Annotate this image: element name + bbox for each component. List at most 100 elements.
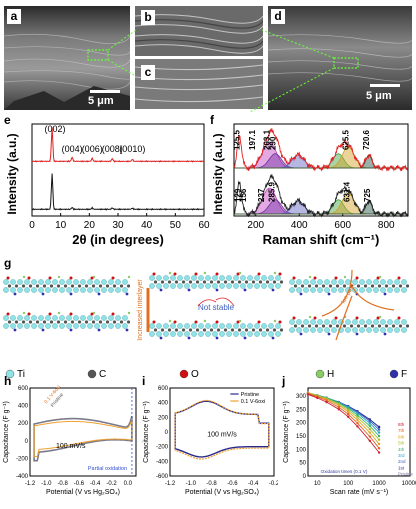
ti-atom	[10, 323, 16, 329]
c-atom	[202, 328, 207, 332]
f-atom	[41, 292, 45, 296]
ti-atom	[289, 287, 295, 293]
panel-label-h: h	[4, 374, 12, 388]
c-atom	[35, 320, 40, 324]
ti-atom	[24, 279, 30, 285]
rate-point	[337, 406, 341, 409]
ti-atom	[108, 323, 114, 329]
x-tick-label-h: -0.4	[90, 481, 101, 487]
ti-atom	[296, 319, 302, 325]
ti-atom	[184, 283, 190, 289]
y-tick-label-j: 0	[303, 474, 307, 480]
xrd-series-line	[31, 127, 204, 163]
rate-point	[368, 424, 371, 428]
raman-peak-label-top: 125.5	[233, 129, 242, 150]
ti-atom	[10, 279, 16, 285]
c-atom	[272, 280, 277, 284]
ti-atom	[261, 323, 267, 329]
c-atom	[77, 320, 82, 324]
x-tick-label-h: -0.6	[74, 481, 85, 487]
c-atom	[237, 328, 242, 332]
c-atom	[391, 284, 396, 288]
ti-atom	[394, 279, 400, 285]
ti-atom	[3, 323, 9, 329]
ti-atom	[10, 315, 16, 321]
rate-series-line	[307, 392, 380, 445]
c-atom	[105, 320, 110, 324]
c-atom	[84, 320, 89, 324]
c-atom	[356, 324, 361, 328]
ion-path-arrow	[351, 285, 395, 311]
c-atom	[126, 284, 131, 288]
ti-atom	[59, 315, 65, 321]
c-atom	[244, 280, 249, 284]
c-atom	[398, 324, 403, 328]
ti-atom	[233, 323, 239, 329]
c-atom	[160, 328, 165, 332]
c-atom	[405, 284, 410, 288]
ti-atom	[149, 275, 155, 281]
ti-atom	[275, 275, 281, 281]
ti-atom	[394, 327, 400, 333]
c-atom	[42, 284, 47, 288]
rate-series-line	[307, 393, 380, 449]
h-atom	[308, 275, 312, 279]
rate-point	[377, 428, 381, 431]
h-atom	[127, 275, 131, 279]
rate-series-label: 4th	[398, 447, 405, 452]
f-atom	[13, 328, 17, 332]
ti-atom	[366, 327, 372, 333]
ti-atom	[94, 279, 100, 285]
ti-atom	[359, 287, 365, 293]
ti-atom	[24, 315, 30, 321]
legend-label-c: C	[99, 369, 106, 380]
c-atom	[279, 328, 284, 332]
c-atom	[293, 324, 298, 328]
rate-point	[347, 408, 350, 412]
c-atom	[223, 328, 228, 332]
c-atom	[293, 284, 298, 288]
legend-atom-ti	[5, 369, 15, 379]
c-atom	[328, 284, 333, 288]
f-atom	[97, 292, 101, 296]
h-atom	[203, 319, 207, 323]
y-tick-label-i: -400	[156, 459, 169, 465]
h-atom	[168, 271, 172, 275]
ti-atom	[233, 283, 239, 289]
c-atom	[56, 284, 61, 288]
ti-atom	[387, 319, 393, 325]
ti-atom	[87, 279, 93, 285]
ti-atom	[212, 275, 218, 281]
x-tick-label-i: -0.8	[206, 481, 217, 487]
c-atom	[328, 324, 333, 328]
x-axis-label-j: Scan rate (mV s⁻¹)	[330, 489, 389, 496]
ti-atom	[359, 279, 365, 285]
c-atom	[105, 284, 110, 288]
h-atom	[203, 271, 207, 275]
y-axis-label-h: Capacitance (F g⁻¹)	[3, 401, 10, 463]
rate-series-label: 3rd	[398, 453, 405, 458]
ti-atom	[149, 323, 155, 329]
ti-atom	[310, 279, 316, 285]
c-atom	[70, 284, 75, 288]
ti-atom	[275, 283, 281, 289]
ti-atom	[219, 323, 225, 329]
plot-frame-e	[31, 123, 205, 217]
cv-chart-i: -1.2 -1.0 -0.8 -0.6 -0.4 -0.2 600 400 200 0 -200 -4…	[143, 386, 278, 496]
c-atom	[342, 284, 347, 288]
c-atom	[244, 328, 249, 332]
y-axis-label-j: Capacitance (F g⁻¹)	[283, 401, 290, 463]
x-tick-label-i: -1.2	[165, 481, 176, 487]
h-atom	[92, 311, 96, 315]
c-atom	[279, 280, 284, 284]
o-atom	[257, 272, 261, 276]
ti-atom	[401, 287, 407, 293]
c-atom	[91, 320, 96, 324]
ti-atom	[17, 315, 23, 321]
x-tick-label-j: 10000	[402, 481, 416, 487]
ti-atom	[170, 283, 176, 289]
plot-frame-h	[29, 387, 137, 477]
xrd-peak-label: (004)	[62, 144, 83, 154]
y-tick-label-i: -600	[156, 474, 169, 480]
scan-rate-label-i: 100 mV/s	[207, 431, 237, 438]
